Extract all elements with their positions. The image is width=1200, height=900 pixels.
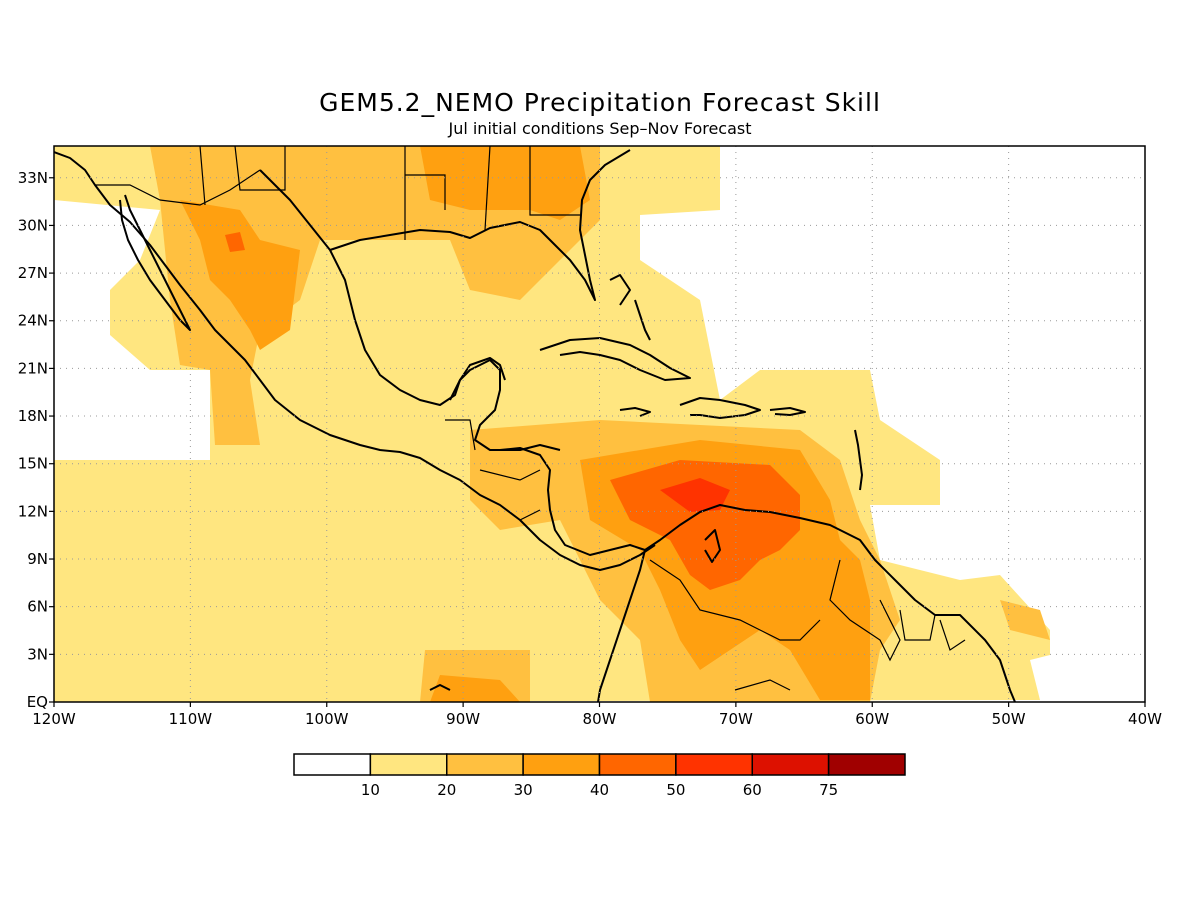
latitude-ticks: EQ 3N 6N 9N 12N 15N 18N 21N 24N 27N 30N 33N	[18, 169, 54, 711]
colorbar-bin	[675, 753, 753, 776]
lon-tick-label: 110W	[169, 710, 213, 728]
colorbar-label: 50	[666, 781, 685, 799]
colorbar-bin	[751, 753, 830, 776]
longitude-ticks: 120W 110W 100W 90W 80W 70W 60W 50W 40W	[32, 702, 1162, 728]
colorbar-bin	[598, 753, 677, 776]
lat-tick-label: 30N	[18, 216, 48, 234]
lon-tick-label: 100W	[305, 710, 349, 728]
lon-tick-label: 80W	[583, 710, 617, 728]
figure-title: GEM5.2_NEMO Precipitation Forecast Skill	[319, 88, 881, 117]
lon-tick-label: 60W	[855, 710, 889, 728]
colorbar-label: 10	[361, 781, 380, 799]
colorbar-label: 20	[437, 781, 456, 799]
lat-tick-label: 6N	[27, 598, 48, 616]
lon-tick-label: 120W	[32, 710, 76, 728]
colorbar-bin	[293, 753, 372, 776]
lat-tick-label: 3N	[27, 645, 48, 663]
political-borders	[95, 146, 966, 691]
lat-tick-label: 33N	[18, 169, 48, 187]
lat-tick-label: 9N	[27, 550, 48, 568]
lon-tick-label: 40W	[1128, 710, 1162, 728]
figure-subtitle: Jul initial conditions Sep–Nov Forecast	[447, 119, 751, 138]
lon-tick-label: 50W	[992, 710, 1026, 728]
colorbar-label: 40	[590, 781, 609, 799]
skill-shading-40-50	[225, 232, 800, 590]
lat-tick-label: 12N	[18, 502, 48, 520]
lat-tick-label: 18N	[18, 407, 48, 425]
colorbar-bin	[446, 753, 524, 776]
lat-tick-label: 24N	[18, 312, 48, 330]
lat-tick-label: 27N	[18, 264, 48, 282]
colorbar-bin	[827, 753, 906, 776]
colorbar-bin	[369, 753, 448, 776]
colorbar-label: 30	[514, 781, 533, 799]
lon-tick-label: 70W	[719, 710, 753, 728]
map-plot-area	[54, 146, 1145, 702]
colorbar-bin	[522, 753, 601, 776]
colorbar-legend: 10 20 30 40 50 60 75	[293, 753, 906, 799]
lat-tick-label: 15N	[18, 455, 48, 473]
lat-tick-label: 21N	[18, 359, 48, 377]
colorbar-label: 75	[819, 781, 838, 799]
lat-tick-label: EQ	[27, 693, 48, 711]
lon-tick-label: 90W	[446, 710, 480, 728]
skill-shading-50-60	[660, 478, 730, 512]
colorbar-label: 60	[743, 781, 762, 799]
